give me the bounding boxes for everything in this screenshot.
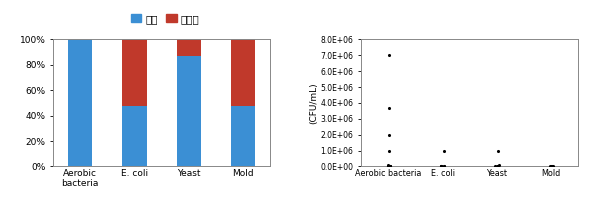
- Point: [545, 164, 554, 168]
- Point: [493, 164, 503, 168]
- Point: [548, 165, 558, 168]
- Legend: 검출, 비검출: 검출, 비검출: [127, 10, 204, 28]
- Bar: [176, 39, 201, 56]
- Point: [385, 165, 394, 168]
- Point: [385, 106, 394, 110]
- Point: [490, 165, 500, 168]
- Point: [386, 165, 395, 168]
- Point: [384, 133, 394, 136]
- Point: [440, 149, 449, 152]
- Point: [492, 165, 502, 168]
- Point: [384, 165, 393, 168]
- Point: [384, 54, 394, 57]
- Point: [439, 165, 448, 168]
- Point: [384, 163, 393, 167]
- Bar: [176, 56, 201, 166]
- Point: [384, 149, 394, 152]
- Point: [436, 164, 445, 167]
- Point: [384, 165, 394, 168]
- Point: [385, 164, 395, 168]
- Point: [493, 165, 503, 168]
- Point: [436, 164, 445, 168]
- Bar: [122, 39, 147, 106]
- Point: [436, 165, 445, 168]
- Bar: [231, 106, 255, 166]
- Bar: [68, 39, 93, 166]
- Point: [494, 149, 503, 152]
- Point: [384, 164, 394, 167]
- Y-axis label: (CFU/mL): (CFU/mL): [309, 82, 318, 124]
- Point: [547, 164, 556, 167]
- Point: [494, 163, 504, 167]
- Bar: [122, 106, 147, 166]
- Bar: [231, 39, 255, 106]
- Point: [440, 165, 449, 168]
- Point: [383, 165, 392, 168]
- Point: [546, 165, 556, 168]
- Point: [384, 164, 393, 168]
